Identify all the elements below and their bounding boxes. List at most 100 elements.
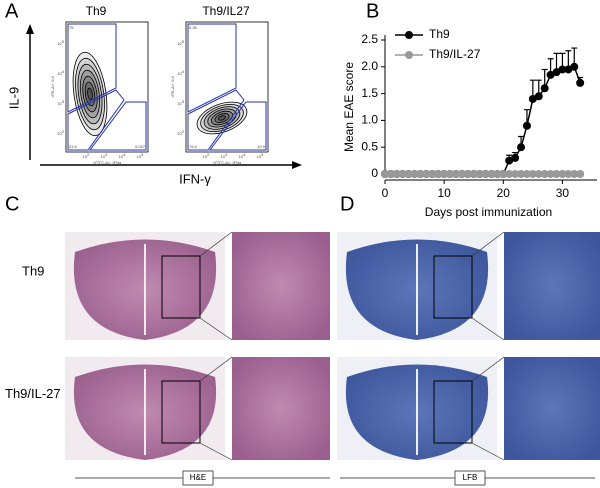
row-label: Th9/IL-27 [5,386,61,401]
marker [511,153,520,162]
marker [564,170,573,178]
gate [187,89,245,151]
marker [534,92,543,101]
tick-base: 10 [83,154,88,159]
y-axis-label: Mean EAE score [342,62,356,152]
x-tick-label: 104 [119,152,126,159]
marker [481,170,490,178]
marker [434,170,443,178]
tick-exponent: 4 [62,69,65,74]
tick-exponent: 5 [141,152,144,157]
legend-label: Th9/IL-27 [429,47,481,61]
y-tick-label: 102 [177,129,184,136]
marker [440,170,449,178]
stain-box [182,470,214,486]
inset-box [161,380,201,444]
marker [534,170,543,178]
marker [469,170,478,178]
zoom-link [471,231,505,257]
y-tick-label: 1.0 [361,113,378,127]
gate-value: 75 [69,25,74,30]
x-tick-label: 10 [437,186,451,200]
x-tick-label: 105 [257,152,264,159]
zoom-image [232,357,330,460]
tick-base: 10 [177,101,182,106]
tick-base: 10 [177,71,182,76]
zoom-link [471,317,505,341]
tick-base: 10 [57,101,62,106]
marker [576,170,585,178]
arrow-head [292,161,302,169]
tick-base: 10 [221,154,226,159]
x-tick-label: 103 [221,152,228,159]
tick-base: 10 [57,71,62,76]
flow-x-label: IFN-γ [179,171,211,186]
zoom-link [199,231,233,257]
x-tick-label: 105 [137,152,144,159]
marker [487,170,496,178]
contour [218,115,226,121]
marker [410,170,419,178]
zoom-image [504,232,600,340]
marker [558,65,567,74]
panel-label: B [366,0,379,22]
tick-exponent: 4 [123,152,126,157]
marker [451,170,460,178]
panel-label: A [5,0,19,22]
inset-box [433,255,473,319]
marker [505,170,514,178]
tick-exponent: 3 [225,152,228,157]
x-tick-label: 102 [83,152,90,159]
marker [446,170,455,178]
x-tick-label: 30 [556,186,570,200]
gate-value: 0.047 [135,144,146,149]
x-tick-label: 20 [497,186,511,200]
panel-label: D [340,193,354,215]
axis-name: <PE-A>: IL9 [170,75,175,98]
plot-title: Th9 [86,4,107,18]
zoom-link [471,442,505,461]
zoom-link [199,356,233,382]
marker [570,170,579,178]
plot-title: Th9/IL27 [202,4,250,18]
marker [392,170,401,178]
gate [67,23,117,113]
marker [522,170,531,178]
marker [552,170,561,178]
stain-box [454,470,486,486]
x-tick-label: 102 [203,152,210,159]
gate-value: 79.4 [189,144,198,149]
inset-box [161,255,201,319]
y-tick-label: 2.0 [361,59,378,73]
tick-exponent: 5 [182,39,185,44]
legend-marker [405,31,413,39]
gate [209,101,267,151]
tick-base: 10 [203,154,208,159]
x-tick-label: 0 [382,186,389,200]
marker [546,170,555,178]
axis-name: <FITC-A>: IFNg [93,160,121,165]
marker [499,170,508,178]
y-tick-label: 2.5 [361,32,378,46]
panel-label: C [5,193,19,215]
flow-y-label: IL-9 [6,87,21,109]
axis-name: <FITC-A>: IFNg [213,160,241,165]
marker [457,170,466,178]
marker [576,78,585,87]
tick-exponent: 2 [87,152,90,157]
plot-frame [185,21,269,153]
marker [398,170,407,178]
tick-exponent: 5 [62,39,65,44]
tick-base: 10 [177,131,182,136]
tick-exponent: 2 [182,129,185,134]
tick-base: 10 [119,154,124,159]
tick-base: 10 [257,154,262,159]
contour [87,87,93,101]
tick-base: 10 [57,41,62,46]
zoom-image [232,232,330,340]
y-tick-label: 102 [57,129,64,136]
stain-label: LFB [463,473,478,482]
marker [404,170,413,178]
gate-value: 19.9 [257,144,266,149]
gate-value: 0.35 [189,25,198,30]
